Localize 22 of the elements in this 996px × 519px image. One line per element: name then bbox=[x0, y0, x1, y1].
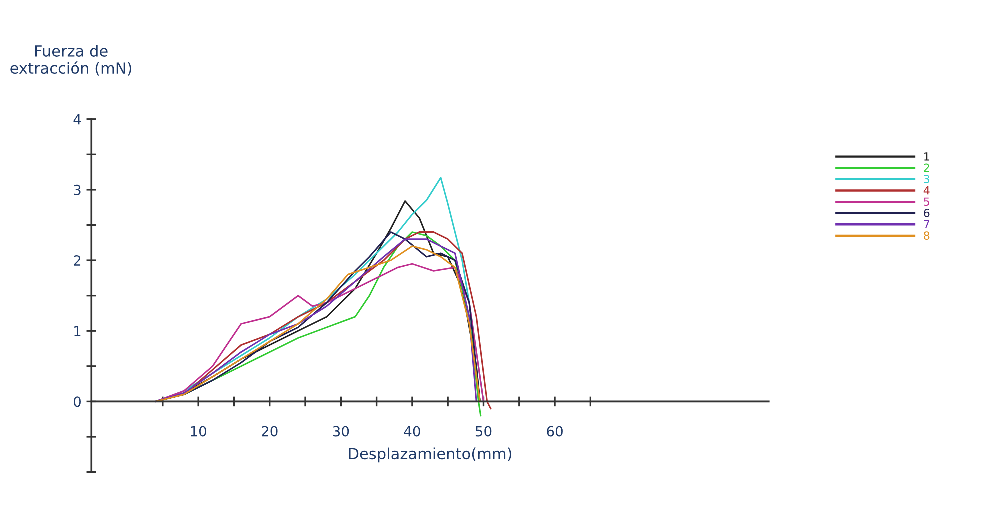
text: 3 bbox=[924, 175, 930, 184]
text: 4 bbox=[924, 186, 930, 195]
y-tick-label: 4 bbox=[74, 114, 82, 125]
x-tick-label: 40 bbox=[404, 426, 420, 437]
text: 6 bbox=[924, 209, 930, 218]
text: 7 bbox=[924, 220, 930, 229]
text: 8 bbox=[924, 232, 930, 240]
y-tick-label: 2 bbox=[74, 256, 81, 266]
text: 2 bbox=[924, 164, 930, 172]
x-tick-label: 60 bbox=[547, 426, 563, 437]
y-tick-label: 3 bbox=[74, 184, 81, 196]
x-tick-label: 20 bbox=[262, 426, 278, 437]
text: 1 bbox=[924, 152, 930, 161]
y-tick-label: 1 bbox=[74, 326, 81, 336]
y-tick-label: 0 bbox=[74, 396, 81, 408]
x-tick-label: 50 bbox=[476, 426, 492, 437]
x-tick-label: 30 bbox=[333, 426, 350, 437]
line-series bbox=[155, 263, 485, 402]
x-tick-label: 10 bbox=[191, 426, 206, 437]
y-axis-title: Fuerza de extracción (mN) bbox=[10, 45, 132, 76]
x-axis-title: Desplazamiento(mm) bbox=[349, 448, 512, 463]
text: 5 bbox=[924, 198, 930, 206]
